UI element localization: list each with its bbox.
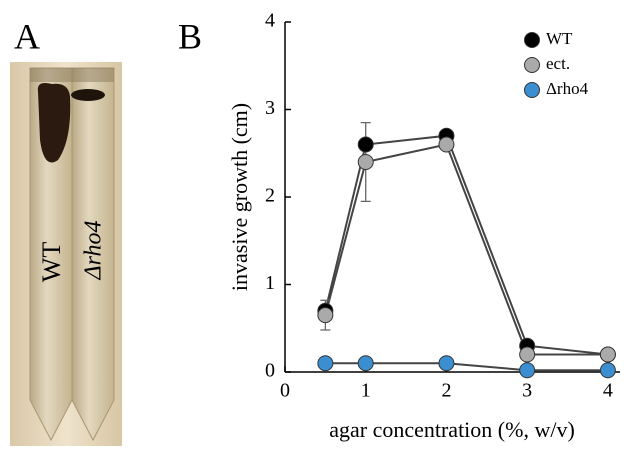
growth-rho4 xyxy=(71,89,105,101)
legend-label: Δrho4 xyxy=(546,79,589,98)
y-tick-label: 2 xyxy=(265,185,275,207)
data-point xyxy=(599,346,616,363)
legend-label: ect. xyxy=(546,54,570,73)
legend-label: WT xyxy=(546,29,573,48)
growth-wt xyxy=(37,83,71,163)
data-point xyxy=(438,136,455,153)
y-axis-label: invasive growth (cm) xyxy=(227,103,252,291)
photo-label: Δrho4 xyxy=(81,221,107,281)
tube-top xyxy=(30,68,114,82)
x-tick-label: 1 xyxy=(361,380,371,402)
data-point xyxy=(599,362,616,379)
y-tick-label: 4 xyxy=(265,10,275,32)
x-tick-label: 0 xyxy=(280,380,290,402)
data-point xyxy=(519,346,536,363)
data-point xyxy=(357,136,374,153)
x-axis-label: agar concentration (%, w/v) xyxy=(329,417,575,442)
data-point xyxy=(357,154,374,170)
data-point xyxy=(519,362,536,379)
y-tick-label: 0 xyxy=(265,360,275,382)
y-tick-label: 1 xyxy=(265,272,275,294)
photo xyxy=(10,62,122,446)
series-line xyxy=(324,143,608,356)
legend-marker xyxy=(524,57,540,73)
panel-label: A xyxy=(14,16,40,56)
legend-marker xyxy=(524,82,540,98)
y-tick-label: 3 xyxy=(265,97,275,119)
legend-marker xyxy=(524,32,540,48)
data-point xyxy=(438,355,455,372)
data-point xyxy=(317,307,334,324)
data-point xyxy=(357,355,374,372)
x-tick-label: 2 xyxy=(441,380,451,402)
panel-label: B xyxy=(178,16,202,56)
x-tick-label: 4 xyxy=(603,380,613,402)
x-tick-label: 3 xyxy=(522,380,532,402)
photo-label: WT xyxy=(37,242,66,283)
data-point xyxy=(317,355,334,372)
